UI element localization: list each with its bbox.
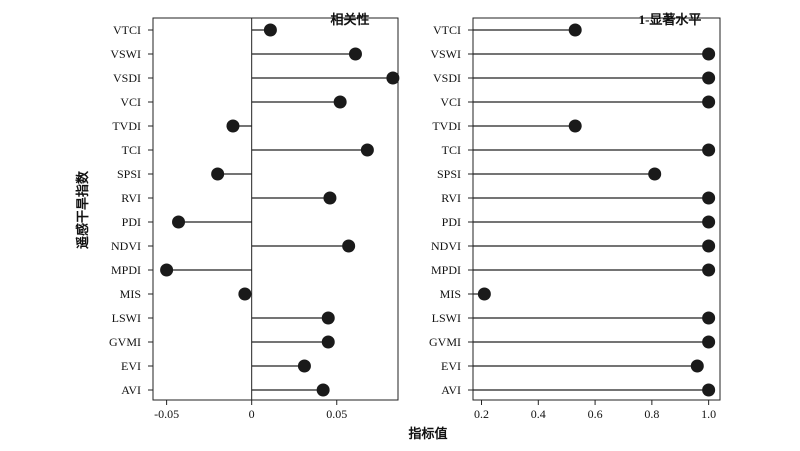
corr-category-label: VCI <box>120 95 141 109</box>
corr-x-tick-label: 0 <box>249 407 255 421</box>
sig-point <box>702 215 716 229</box>
sig-panel-title: 1-显著水平 <box>639 12 702 27</box>
corr-point <box>360 143 374 157</box>
corr-point <box>172 215 186 229</box>
corr-point <box>323 191 337 205</box>
sig-point <box>702 263 716 277</box>
sig-category-label: RVI <box>441 191 461 205</box>
sig-point <box>477 287 491 301</box>
corr-x-tick-label: -0.05 <box>154 407 179 421</box>
sig-category-label: VSWI <box>430 47 461 61</box>
sig-point <box>648 167 662 181</box>
corr-category-label: VTCI <box>113 23 141 37</box>
sig-x-tick-label: 0.8 <box>644 407 659 421</box>
corr-point <box>321 335 335 349</box>
sig-point <box>690 359 704 373</box>
corr-plot-frame <box>152 17 399 401</box>
sig-category-label: PDI <box>442 215 461 229</box>
sig-point <box>702 191 716 205</box>
sig-category-label: EVI <box>441 359 461 373</box>
corr-point <box>226 119 240 133</box>
sig-category-label: NDVI <box>431 239 461 253</box>
sig-category-label: TVDI <box>432 119 461 133</box>
corr-x-tick-label: 0.05 <box>326 407 347 421</box>
corr-category-label: VSDI <box>113 71 141 85</box>
sig-category-label: LSWI <box>432 311 461 325</box>
corr-panel-title: 相关性 <box>330 12 369 27</box>
corr-point <box>348 47 362 61</box>
sig-category-label: MPDI <box>431 263 461 277</box>
sig-point <box>702 95 716 109</box>
sig-x-tick-label: 0.6 <box>588 407 603 421</box>
corr-point <box>160 263 174 277</box>
sig-category-label: GVMI <box>429 335 461 349</box>
corr-category-label: PDI <box>122 215 141 229</box>
corr-point <box>342 239 356 253</box>
sig-category-label: VSDI <box>433 71 461 85</box>
corr-category-label: NDVI <box>111 239 141 253</box>
corr-category-label: VSWI <box>110 47 141 61</box>
corr-point <box>333 95 347 109</box>
corr-point <box>316 383 330 397</box>
corr-point <box>297 359 311 373</box>
sig-point <box>568 119 582 133</box>
sig-category-label: VTCI <box>433 23 461 37</box>
y-axis-label: 遥感干旱指数 <box>75 170 90 249</box>
corr-point <box>238 287 252 301</box>
sig-point <box>702 383 716 397</box>
corr-category-label: GVMI <box>109 335 141 349</box>
panel-significance: 1-显著水平 0.2 0.4 0.6 0.8 1.0 VTCI VSWI VSDI VCI TVDI… <box>429 12 721 421</box>
x-axis-label: 指标值 <box>408 426 447 441</box>
sig-point <box>702 239 716 253</box>
corr-point <box>386 71 400 85</box>
sig-category-label: MIS <box>440 287 461 301</box>
corr-category-label: MPDI <box>111 263 141 277</box>
sig-x-tick-label: 1.0 <box>701 407 716 421</box>
corr-point <box>321 311 335 325</box>
sig-point <box>702 311 716 325</box>
corr-point <box>263 23 277 37</box>
sig-plot-frame <box>472 17 721 401</box>
sig-x-tick-label: 0.4 <box>531 407 546 421</box>
corr-category-label: AVI <box>121 383 141 397</box>
corr-category-label: SPSI <box>117 167 141 181</box>
corr-category-label: TVDI <box>112 119 141 133</box>
corr-category-label: TCI <box>122 143 141 157</box>
sig-x-tick-label: 0.2 <box>474 407 489 421</box>
sig-point <box>702 335 716 349</box>
sig-point <box>702 71 716 85</box>
sig-category-label: VCI <box>440 95 461 109</box>
sig-category-label: SPSI <box>437 167 461 181</box>
corr-category-label: LSWI <box>112 311 141 325</box>
corr-category-label: RVI <box>121 191 141 205</box>
sig-point <box>568 23 582 37</box>
sig-category-label: AVI <box>441 383 461 397</box>
corr-category-label: MIS <box>120 287 141 301</box>
sig-point <box>702 47 716 61</box>
corr-point <box>211 167 225 181</box>
sig-category-label: TCI <box>442 143 461 157</box>
sig-point <box>702 143 716 157</box>
corr-category-label: EVI <box>121 359 141 373</box>
panel-correlation: 相关性 -0.05 0 0.05 VTCI VSWI VSDI VCI TVDI TCI SPSI R… <box>109 12 400 421</box>
